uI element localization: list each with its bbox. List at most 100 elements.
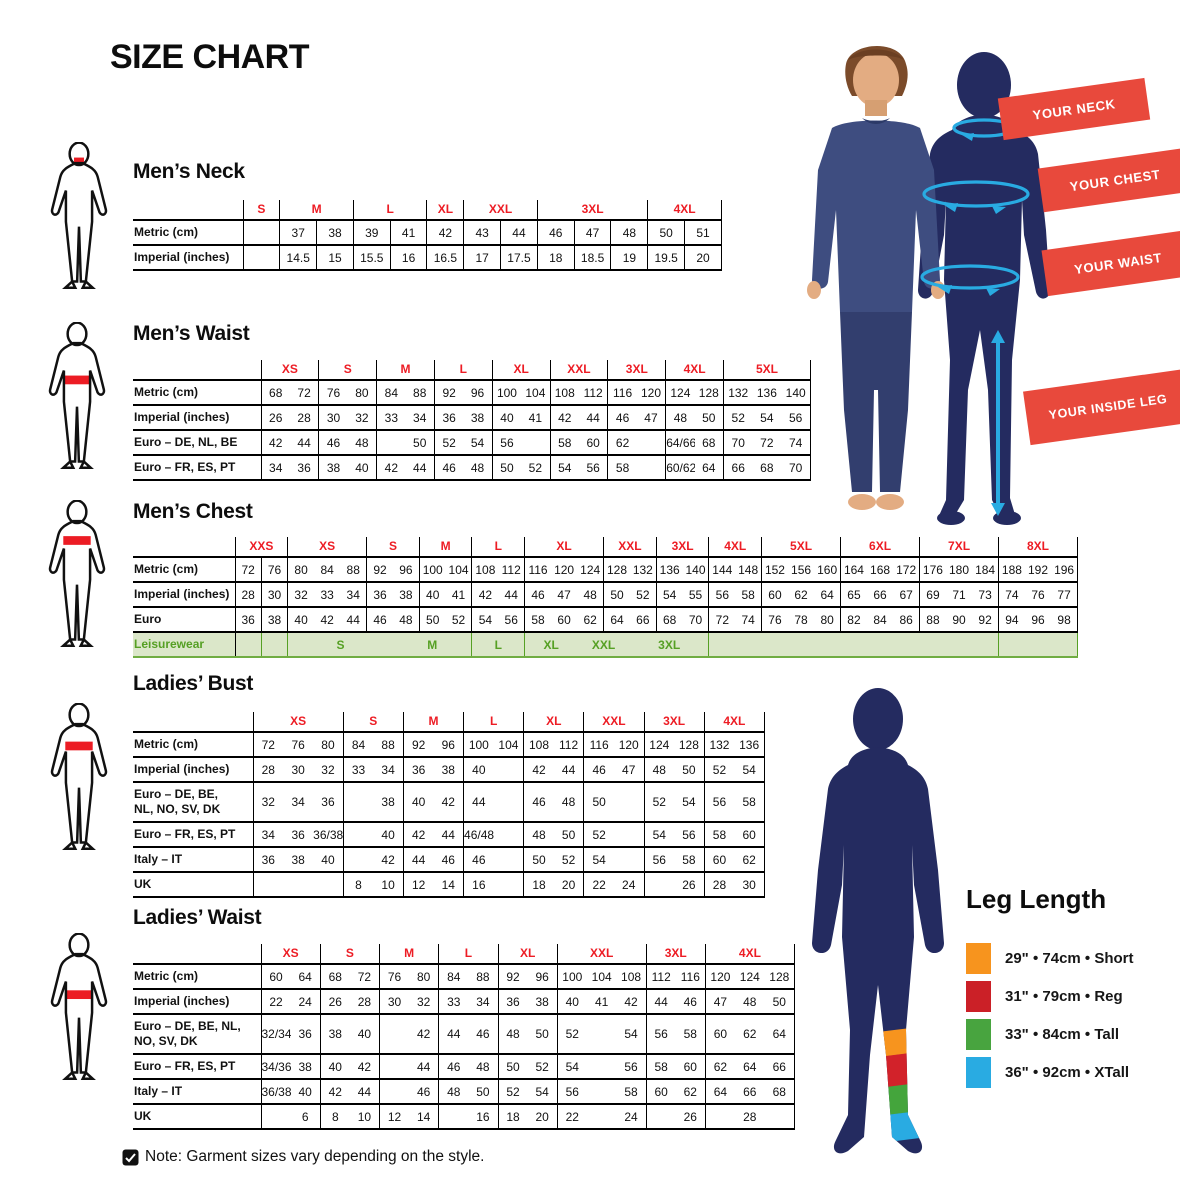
size-cell: 46 [607,404,637,430]
row-label-header [133,537,236,557]
size-cell: 22 [261,988,291,1014]
size-cell: 17 [463,244,502,270]
size-header: 4XL [647,200,722,220]
size-cell: 36 [289,454,320,480]
legend-swatch [966,1019,991,1050]
size-header: M [379,944,440,964]
size-cell: 36 [403,756,434,782]
size-cell: 136 [752,379,782,405]
size-cell: 34 [283,781,314,822]
size-cell: 46 [675,988,706,1014]
size-cell: 50 [523,846,554,872]
size-cell: 30 [379,988,410,1014]
size-cell: 104 [586,963,617,989]
row-label: Euro – DE, BE, NL, NO, SV, DK [133,781,254,822]
size-cell: 42 [349,1053,380,1079]
size-cell: 72 [708,606,736,632]
size-header: M [403,712,465,732]
size-cell: 44 [463,781,494,822]
size-cell: 44 [340,606,368,632]
size-cell: 80 [287,556,314,582]
row-label: Italy – IT [133,846,254,872]
size-cell: 19 [610,244,649,270]
size-cell: 28 [253,756,284,782]
size-cell: 41 [521,404,551,430]
size-cell: 43 [463,219,502,245]
size-cell: 60/62 [665,454,695,480]
size-cell: 8 [343,871,374,897]
size-cell [343,821,374,847]
size-cell: 92 [403,731,434,757]
size-cell: 46/48 [463,821,494,847]
size-cell: 124 [577,556,605,582]
size-cell: 54 [471,606,499,632]
size-cell: 96 [1024,606,1052,632]
size-cell: 52 [723,404,753,430]
size-cell: 58 [674,846,705,872]
size-header: XXL [557,944,647,964]
size-cell: 84 [376,379,406,405]
leg-bands [876,1025,932,1143]
size-cell: 48 [644,756,675,782]
size-cell: 50 [764,988,795,1014]
size-cell: 64 [694,454,724,480]
size-cell: 188 [998,556,1025,582]
size-cell: 44 [409,1053,440,1079]
size-cell: 50 [468,1078,499,1104]
size-cell: 32 [313,756,344,782]
leg-length-item: 33" • 84cm • Tall [966,1019,1180,1050]
row-label: Imperial (inches) [133,244,244,270]
size-cell [343,846,374,872]
size-cell: 132 [629,556,657,582]
size-cell: 41 [445,581,473,607]
size-cell: 72 [752,429,782,455]
size-cell [644,871,675,897]
row-label: Italy – IT [133,1078,262,1104]
leg-length-items: 29" • 74cm • Short 31" • 79cm • Reg 33" • … [966,943,1180,1088]
size-cell: 34 [340,581,368,607]
size-cell [493,821,525,847]
size-cell: 52 [629,581,657,607]
size-cell: 74 [998,581,1025,607]
size-cell: 62 [735,1013,765,1054]
size-cell: 58 [735,581,763,607]
size-cell: 128 [603,556,630,582]
legend-swatch [966,981,991,1012]
size-cell: 58 [704,821,735,847]
leg-length-item: 36" • 92cm • XTall [966,1057,1180,1088]
size-header: M [419,537,473,557]
size-cell: 58 [524,606,551,632]
size-cell: 40 [290,1078,321,1104]
size-cell: 180 [945,556,973,582]
size-cell: 96 [433,731,465,757]
size-cell: 54 [656,581,683,607]
size-cell: 47 [636,404,667,430]
measurement-illustration [807,45,1050,525]
size-header: 3XL [656,537,710,557]
size-header: XL [426,200,465,220]
size-cell: 68 [261,379,290,405]
legend-label: 33" • 84cm • Tall [1005,1026,1120,1043]
size-cell: 66 [723,454,753,480]
size-cell: 88 [340,556,368,582]
size-cell: 39 [353,219,391,245]
ladies-bust-title: Ladies’ Bust [133,672,254,695]
size-cell: 33 [438,988,469,1014]
note: Note: Garment sizes vary depending on th… [122,1148,484,1166]
silhouette-body [812,747,944,1154]
legend-label: 29" • 74cm • Short [1005,950,1134,967]
size-header: S [366,537,420,557]
size-cell: 46 [463,846,494,872]
size-cell: 58 [675,1013,706,1054]
size-cell: 84 [343,731,374,757]
size-cell: 24 [290,988,321,1014]
size-header: 5XL [761,537,842,557]
row-label: Imperial (inches) [133,988,262,1014]
size-cell: 47 [613,756,645,782]
size-header: M [279,200,354,220]
size-cell: 72 [349,963,380,989]
size-cell: 50 [419,606,446,632]
size-cell: 16 [463,871,494,897]
size-cell: 22 [583,871,614,897]
photo-man [807,45,945,510]
